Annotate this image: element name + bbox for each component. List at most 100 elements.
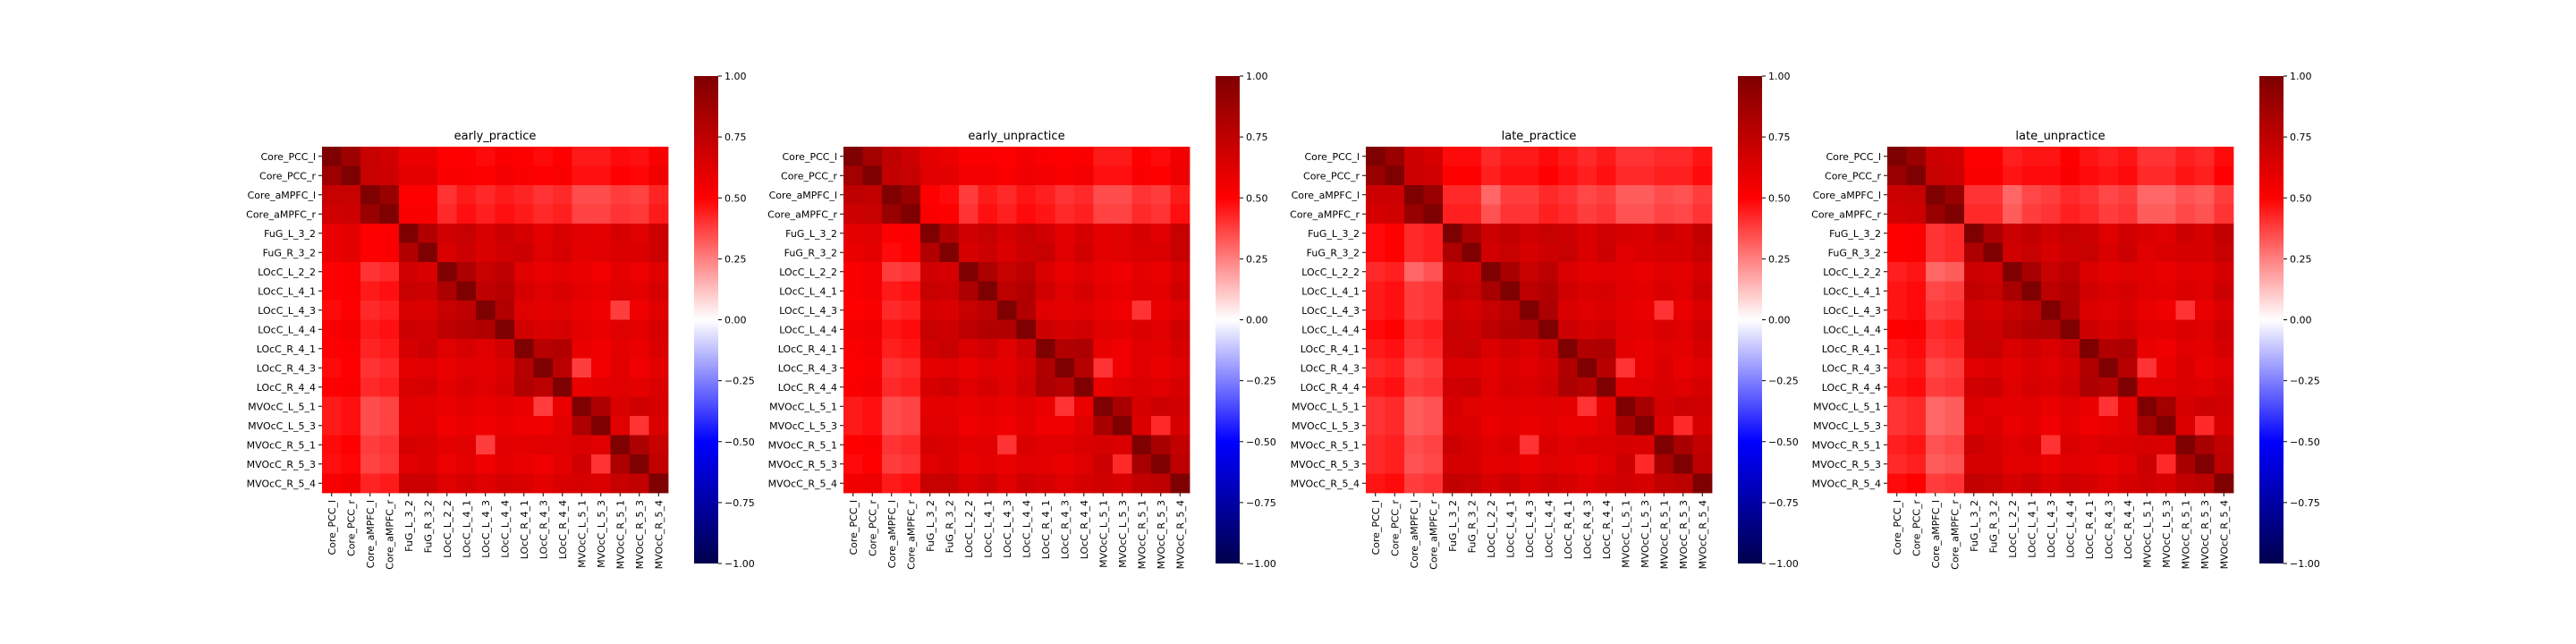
heatmap-cell (2214, 473, 2234, 494)
heatmap-cell (1404, 242, 1424, 263)
heatmap-cell (1597, 224, 1616, 243)
heatmap-cell (1404, 262, 1424, 282)
row-tick-label: FuG_R_3_2 (263, 247, 316, 258)
chart-title: late_practice (1502, 130, 1577, 143)
heatmap-cell (591, 185, 611, 205)
heatmap-cell (1983, 473, 2004, 494)
heatmap-cell (862, 185, 883, 205)
heatmap-cell (2195, 454, 2215, 474)
heatmap-cell (2080, 204, 2099, 225)
heatmap-cell (2214, 377, 2234, 397)
col-tick-label: LOcC_L_4_3 (1524, 500, 1536, 558)
heatmap-cell (959, 416, 979, 436)
heatmap-cell (1074, 435, 1094, 455)
heatmap-cell (2118, 416, 2138, 436)
heatmap-cell (1016, 301, 1037, 320)
heatmap-cell (1538, 165, 1559, 186)
heatmap-cell (360, 435, 380, 455)
heatmap-cell (901, 435, 921, 455)
heatmap-cell (379, 319, 400, 340)
heatmap-cell (2214, 242, 2234, 263)
heatmap-cell (1423, 224, 1444, 243)
heatmap-cell (1462, 319, 1482, 340)
heatmap-cell (1654, 319, 1674, 340)
heatmap-cell (1500, 147, 1521, 166)
row-tick-label: MVOcC_L_5_1 (1292, 401, 1360, 412)
row-tick-label: Core_PCC_r (781, 170, 837, 182)
heatmap-cell (437, 396, 457, 417)
heatmap-cell (2195, 204, 2215, 225)
heatmap-cell (1692, 281, 1713, 301)
heatmap-cell (495, 301, 515, 320)
heatmap-cell (1131, 281, 1152, 301)
heatmap-cell (1983, 339, 2004, 359)
heatmap-cell (553, 165, 572, 186)
row-tick-label: Core_aMPFC_r (767, 208, 837, 220)
heatmap-cell (514, 242, 534, 263)
heatmap-cell (1906, 435, 1927, 455)
heatmap-cell (360, 185, 380, 205)
heatmap-cell (1945, 165, 1965, 186)
heatmap-cell (1558, 301, 1578, 320)
heatmap-cell (476, 147, 496, 166)
heatmap-cell (2021, 435, 2042, 455)
heatmap-cell (1500, 377, 1521, 397)
heatmap-cell (2175, 473, 2196, 494)
heatmap-cell (1170, 281, 1191, 301)
col-tick-label: FuG_L_3_2 (1969, 500, 1980, 552)
heatmap-cell (1500, 165, 1521, 186)
heatmap-cell (1423, 301, 1444, 320)
heatmap-cell (901, 165, 921, 186)
heatmap-cell (1945, 473, 1965, 494)
heatmap-cell (1964, 147, 1984, 166)
heatmap-cell (939, 242, 960, 263)
heatmap-cell (1945, 224, 1965, 243)
heatmap-cell (591, 242, 611, 263)
heatmap-cell (2214, 262, 2234, 282)
heatmap-cell (1423, 358, 1444, 378)
heatmap-cell (630, 185, 649, 205)
heatmap-cell (1113, 147, 1132, 166)
heatmap-cell (495, 339, 515, 359)
heatmap-cell (2175, 185, 2196, 205)
row-tick-label: MVOcC_R_5_3 (768, 459, 837, 470)
col-tick-label: LOcC_L_4_1 (2026, 500, 2038, 558)
heatmap-cell (901, 262, 921, 282)
heatmap-cell (997, 358, 1017, 378)
heatmap-cell (1577, 358, 1597, 378)
heatmap-cell (2080, 242, 2099, 263)
heatmap-cell (1462, 454, 1482, 474)
heatmap-cell (2003, 242, 2022, 263)
heatmap-cell (1462, 204, 1482, 225)
heatmap-cell (843, 377, 863, 397)
heatmap-cell (322, 435, 342, 455)
heatmap-cell (1462, 416, 1482, 436)
heatmap-cell (2060, 224, 2080, 243)
heatmap-cell (1016, 204, 1037, 225)
row-tick-label: Core_PCC_l (1826, 151, 1881, 163)
heatmap-cell (2175, 435, 2196, 455)
heatmap-cell (2003, 281, 2022, 301)
col-tick-label: MVOcC_L_5_3 (1640, 500, 1651, 568)
heatmap-cell (1481, 224, 1501, 243)
heatmap-cell (1887, 339, 1907, 359)
heatmap-cell (1036, 224, 1055, 243)
heatmap-cell (1964, 262, 1984, 282)
row-tick-label: LOcC_L_4_3 (779, 305, 837, 317)
heatmap-cell (1577, 416, 1597, 436)
heatmap-cell (2098, 396, 2119, 417)
row-tick-label: LOcC_L_2_2 (1823, 267, 1881, 278)
heatmap-cell (1151, 435, 1171, 455)
heatmap-cell (1151, 358, 1171, 378)
heatmap-cell (399, 339, 419, 359)
heatmap-cell (1113, 224, 1132, 243)
heatmap-cell (2118, 242, 2138, 263)
heatmap-cell (2098, 435, 2119, 455)
heatmap-cell (610, 242, 631, 263)
heatmap-cell (572, 339, 592, 359)
heatmap-cell (1674, 377, 1693, 397)
col-tick-label: MVOcC_L_5_3 (1117, 500, 1129, 568)
heatmap-cell (1983, 262, 2004, 282)
heatmap-cell (1481, 473, 1501, 494)
heatmap-cell (1443, 165, 1462, 186)
